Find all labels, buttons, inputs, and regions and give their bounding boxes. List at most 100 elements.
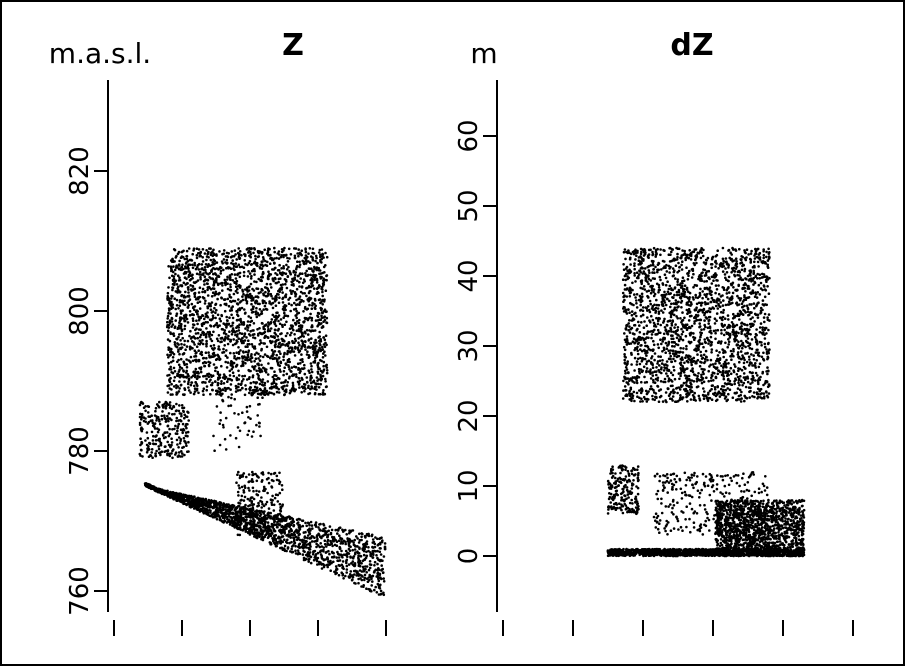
z-data-point bbox=[212, 512, 216, 516]
z-data-point bbox=[383, 546, 387, 549]
z-data-point bbox=[176, 425, 180, 428]
z-data-point bbox=[305, 269, 309, 273]
z-data-point bbox=[203, 317, 206, 321]
z-data-point bbox=[192, 335, 195, 338]
z-data-point bbox=[183, 327, 186, 331]
z-data-point bbox=[268, 247, 271, 251]
z-data-point bbox=[188, 278, 192, 282]
z-data-point bbox=[294, 339, 298, 343]
z-data-point bbox=[171, 286, 174, 289]
z-data-point bbox=[298, 379, 302, 383]
z-data-point bbox=[142, 416, 146, 419]
z-data-point bbox=[364, 536, 367, 539]
z-data-point bbox=[324, 551, 328, 554]
z-data-point bbox=[283, 278, 287, 281]
z-data-point bbox=[169, 365, 172, 369]
z-data-point bbox=[242, 378, 245, 381]
z-data-point bbox=[269, 320, 273, 324]
z-data-point bbox=[167, 403, 171, 407]
z-data-point bbox=[235, 525, 238, 529]
z-data-point bbox=[170, 418, 173, 422]
z-data-point bbox=[211, 250, 214, 254]
z-data-point bbox=[310, 324, 314, 327]
z-data-point bbox=[195, 280, 198, 284]
z-data-point bbox=[212, 280, 216, 284]
z-data-point bbox=[246, 433, 249, 437]
z-data-point bbox=[182, 314, 186, 318]
z-data-point bbox=[259, 332, 263, 335]
z-data-point bbox=[238, 429, 242, 433]
z-data-point bbox=[265, 389, 269, 393]
z-data-point bbox=[282, 527, 285, 530]
z-data-point bbox=[192, 281, 196, 284]
z-data-point bbox=[196, 508, 200, 512]
z-data-point bbox=[181, 255, 185, 259]
z-data-point bbox=[319, 301, 322, 305]
z-data-point bbox=[296, 264, 299, 268]
z-data-point bbox=[353, 548, 357, 551]
z-data-point bbox=[200, 499, 204, 503]
z-data-point bbox=[285, 384, 289, 387]
z-data-point bbox=[310, 386, 314, 390]
z-data-point bbox=[205, 385, 209, 388]
dz-data-point bbox=[724, 303, 728, 307]
dz-data-point bbox=[681, 276, 685, 280]
z-data-point bbox=[232, 338, 235, 341]
z-data-point bbox=[206, 288, 209, 292]
z-data-point bbox=[286, 256, 289, 260]
z-data-point bbox=[272, 261, 276, 265]
z-data-point bbox=[166, 391, 170, 394]
z-data-point bbox=[186, 382, 190, 386]
z-data-point bbox=[227, 506, 230, 509]
z-data-point bbox=[252, 430, 255, 434]
z-data-point bbox=[139, 437, 142, 441]
z-data-point bbox=[209, 378, 212, 382]
z-data-point bbox=[321, 294, 325, 298]
z-data-point bbox=[319, 542, 323, 545]
z-data-point bbox=[273, 331, 277, 335]
z-data-point bbox=[176, 455, 180, 458]
z-data-point bbox=[205, 388, 208, 392]
dz-data-point bbox=[745, 360, 749, 364]
z-data-point bbox=[248, 285, 251, 288]
z-data-point bbox=[207, 302, 211, 305]
z-data-point bbox=[144, 439, 147, 442]
dz-data-point bbox=[723, 273, 727, 276]
z-data-point bbox=[262, 257, 265, 261]
z-data-point bbox=[342, 577, 345, 580]
z-data-point bbox=[315, 542, 318, 546]
z-data-point bbox=[252, 251, 255, 255]
z-data-point bbox=[201, 342, 205, 346]
z-data-point bbox=[184, 440, 187, 444]
z-data-point bbox=[310, 368, 313, 371]
z-data-point bbox=[190, 340, 194, 343]
z-data-point bbox=[304, 340, 307, 344]
z-data-point bbox=[313, 276, 316, 280]
z-data-point bbox=[235, 351, 238, 355]
z-data-point bbox=[265, 345, 269, 349]
z-data-point bbox=[192, 249, 195, 252]
z-data-point bbox=[211, 310, 215, 313]
z-data-point bbox=[223, 344, 226, 347]
z-data-point bbox=[157, 437, 161, 441]
z-data-point bbox=[205, 282, 209, 285]
z-data-point bbox=[248, 272, 252, 275]
z-data-point bbox=[367, 546, 370, 549]
z-data-point bbox=[272, 378, 276, 381]
z-data-point bbox=[238, 286, 242, 289]
z-data-point bbox=[247, 261, 251, 265]
z-data-point bbox=[306, 553, 309, 556]
z-data-point bbox=[310, 337, 313, 340]
z-data-point bbox=[298, 546, 301, 550]
z-data-point bbox=[187, 275, 190, 279]
z-data-point bbox=[196, 265, 199, 269]
z-data-point bbox=[195, 309, 199, 312]
z-data-point bbox=[313, 278, 317, 282]
z-data-point bbox=[170, 325, 173, 328]
z-data-point bbox=[219, 319, 222, 323]
z-data-point bbox=[219, 340, 222, 344]
z-data-point bbox=[278, 471, 281, 475]
z-data-point bbox=[217, 345, 221, 348]
z-data-point bbox=[191, 306, 195, 310]
